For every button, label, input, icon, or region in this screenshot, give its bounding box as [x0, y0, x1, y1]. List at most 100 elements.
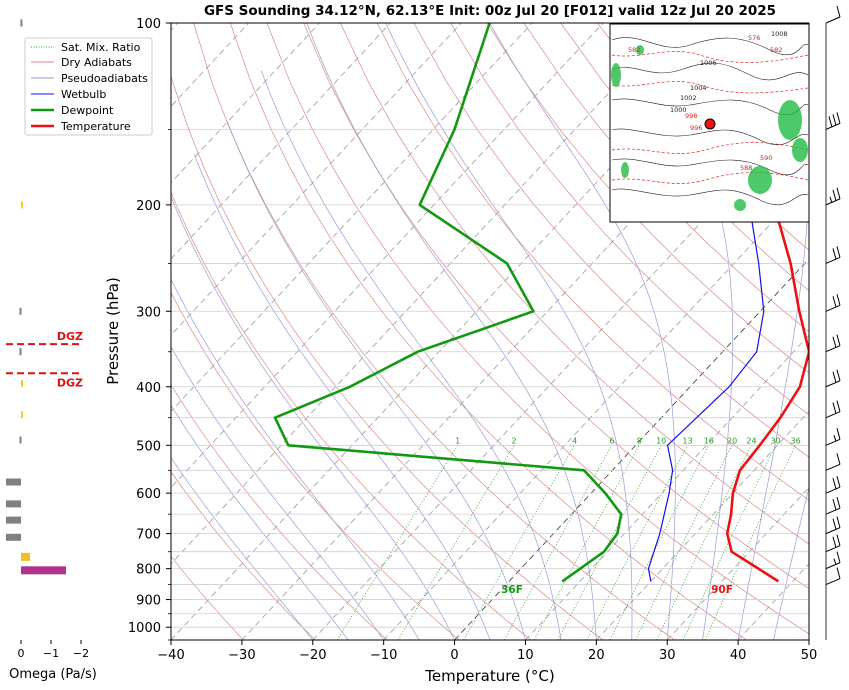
inset-contour-label-8: 998	[685, 112, 697, 120]
wind-barb-shaft	[825, 380, 841, 388]
x-tick-label--10: −10	[370, 648, 397, 663]
legend-label-dry-adiabats: Dry Adiabats	[61, 56, 132, 69]
omega-bar-575	[6, 478, 21, 486]
x-tick-label--30: −30	[228, 648, 255, 663]
isotherm--50	[171, 23, 675, 565]
inset-contour-label-3: 1008	[771, 30, 788, 38]
wind-barb-full	[836, 400, 841, 412]
isotherm--100	[171, 23, 320, 184]
isotherm-0	[454, 258, 809, 640]
inset-contour-black-0	[611, 37, 809, 56]
dry-adiabat-240	[171, 555, 244, 640]
wind-barb-shaft	[825, 562, 841, 570]
mixing-ratio-label-2: 2	[512, 436, 517, 445]
wind-barb-shaft	[825, 345, 841, 353]
inset-contour-black-1	[611, 62, 809, 81]
wind-barb-full	[836, 428, 841, 440]
mixing-ratio-label-24: 24	[746, 436, 756, 445]
inset-contour-black-3	[611, 128, 809, 146]
dry-adiabat-350	[376, 23, 809, 501]
inset-precip-5	[734, 199, 746, 211]
omega-tick-label-2: −2	[73, 647, 89, 660]
wind-barb-250	[825, 246, 841, 264]
mixing-ratio-line-8	[533, 445, 640, 640]
wind-barb-full	[832, 296, 837, 308]
pseudoadiabat-5	[193, 154, 491, 640]
omega-bar-490	[19, 436, 22, 444]
dry-adiabat-300	[193, 23, 675, 640]
dry-adiabat-260	[171, 383, 388, 640]
dry-adiabat-320	[266, 23, 809, 635]
mixing-ratio-label-10: 10	[656, 436, 666, 445]
inset-contour-red-1	[611, 81, 809, 94]
x-tick-label--40: −40	[157, 648, 184, 663]
wind-barb-600	[825, 476, 841, 494]
dry-adiabat-370	[450, 23, 809, 416]
isotherm--60	[171, 23, 604, 489]
wind-barb-shaft	[825, 463, 841, 471]
legend-label-mixing-ratio: Sat. Mix. Ratio	[61, 41, 141, 54]
y-tick-label-1000: 1000	[128, 621, 161, 636]
isotherm--90	[171, 23, 391, 260]
x-tick-label-50: 50	[801, 648, 818, 663]
mixing-ratio-label-13: 13	[682, 436, 692, 445]
omega-bar-805	[21, 566, 66, 575]
wind-barb-half	[833, 435, 837, 442]
mixing-ratio-label-8: 8	[637, 436, 642, 445]
inset-precip-6	[636, 45, 644, 55]
y-axis-label: Pressure (hPa)	[104, 277, 122, 385]
pseudoadiabat-0	[171, 195, 455, 640]
wind-barb-800	[825, 551, 841, 570]
wind-barbs	[825, 5, 841, 640]
omega-tick-label-1: −1	[43, 647, 59, 660]
x-tick-label-10: 10	[517, 648, 534, 663]
inset-contour-label-11: 590	[760, 154, 772, 162]
inset-contour-label-4: 1006	[700, 59, 717, 67]
wind-barb-450	[825, 400, 841, 419]
inset-contour-black-5	[611, 188, 809, 206]
wind-barb-500	[825, 428, 841, 446]
dewpoint-line	[273, 23, 623, 583]
wind-barb-full	[836, 534, 841, 546]
legend-box	[24, 37, 153, 136]
mixing-ratio-label-20: 20	[727, 436, 737, 445]
legend-label-dewpoint: Dewpoint	[61, 104, 114, 117]
surface-temperature-label: 90F	[711, 584, 733, 596]
isotherm--70	[171, 23, 533, 412]
inset-contour-label-9: 996	[690, 124, 702, 132]
pseudoadiabat-15	[260, 70, 562, 640]
wind-barb-full	[832, 248, 837, 260]
wind-barb-full	[836, 453, 841, 465]
mixing-ratio-line-30	[682, 445, 776, 640]
legend-label-wetbulb: Wetbulb	[61, 88, 106, 101]
wind-barb-150	[825, 112, 841, 130]
inset-precip-3	[778, 100, 802, 140]
wind-barb-full	[832, 402, 837, 414]
isotherm--80	[171, 23, 462, 336]
wind-barb-550	[825, 453, 841, 471]
omega-bar-395	[21, 380, 23, 387]
wind-barb-shaft	[825, 578, 841, 586]
omega-bar-100	[20, 19, 23, 27]
isotherm-30	[666, 486, 809, 640]
wind-barb-full	[836, 5, 841, 18]
mixing-ratio-label-4: 4	[572, 436, 577, 445]
inset-contour-label-2: 582	[770, 46, 782, 54]
inset-contour-black-4	[611, 158, 809, 176]
inset-precip-4	[792, 138, 808, 162]
legend-label-pseudoadiabats: Pseudoadiabats	[61, 72, 148, 85]
isotherm--10	[383, 182, 809, 640]
wind-barb-full	[836, 187, 841, 200]
dry-adiabat-340	[340, 23, 809, 545]
omega-bar-665	[6, 516, 21, 524]
wind-barb-full	[832, 518, 837, 530]
wind-barb-shaft	[825, 507, 841, 515]
wind-barb-full	[832, 371, 837, 383]
wind-barb-half	[829, 196, 833, 204]
pseudoadiabat--20	[171, 457, 314, 640]
omega-tick-label-0: 0	[18, 647, 25, 660]
mixing-ratio-label-16: 16	[704, 436, 714, 445]
wind-barb-full	[836, 567, 841, 579]
x-tick-label--20: −20	[299, 648, 326, 663]
